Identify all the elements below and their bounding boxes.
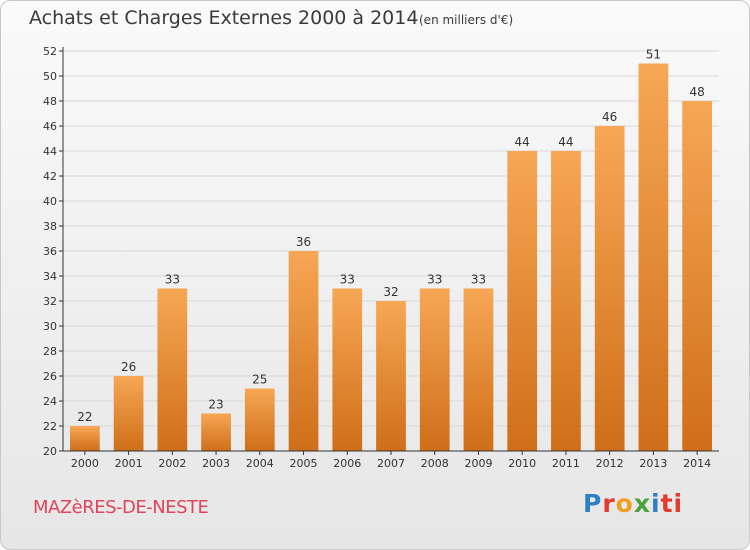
bar <box>376 301 406 451</box>
bar <box>682 101 713 451</box>
bar <box>332 288 363 451</box>
y-tick-label: 26 <box>43 370 57 383</box>
y-tick-label: 24 <box>43 395 57 408</box>
x-tick-label: 2011 <box>552 457 580 470</box>
y-tick-label: 38 <box>43 220 57 233</box>
y-tick-label: 22 <box>43 420 57 433</box>
bar-value-label: 44 <box>558 135 573 149</box>
x-tick-label: 2014 <box>683 457 711 470</box>
y-tick-label: 34 <box>43 270 57 283</box>
bar-value-label: 51 <box>646 48 661 62</box>
x-tick-label: 2003 <box>202 457 230 470</box>
x-tick-label: 2007 <box>377 457 405 470</box>
bar-value-label: 46 <box>602 110 617 124</box>
bar <box>201 413 231 451</box>
x-tick-label: 2008 <box>421 457 449 470</box>
y-tick-label: 42 <box>43 170 57 183</box>
y-tick-label: 32 <box>43 295 57 308</box>
y-tick-label: 28 <box>43 345 57 358</box>
x-tick-label: 2001 <box>115 457 143 470</box>
bar-value-label: 48 <box>689 85 704 99</box>
y-tick-label: 30 <box>43 320 57 333</box>
chart-subtitle: (en milliers d'€) <box>419 13 514 27</box>
x-tick-label: 2002 <box>158 457 186 470</box>
commune-name: MAZèRES-DE-NESTE <box>33 497 209 518</box>
x-tick-label: 2000 <box>71 457 99 470</box>
bar <box>157 288 188 451</box>
y-tick-label: 46 <box>43 120 57 133</box>
bar <box>594 126 625 451</box>
bar <box>288 251 319 451</box>
proxiti-logo: Proxiti <box>583 489 684 518</box>
bar-value-label: 33 <box>427 273 442 287</box>
x-tick-label: 2004 <box>246 457 274 470</box>
bar <box>113 376 144 451</box>
x-tick-label: 2012 <box>596 457 624 470</box>
bar-value-label: 23 <box>208 398 223 412</box>
x-tick-label: 2006 <box>333 457 361 470</box>
bar <box>244 388 275 451</box>
bar <box>507 151 538 451</box>
bar <box>638 63 669 451</box>
y-tick-label: 50 <box>43 70 57 83</box>
bar <box>69 426 100 451</box>
chart-title: Achats et Charges Externes 2000 à 2014 <box>29 7 419 29</box>
x-tick-label: 2005 <box>290 457 318 470</box>
x-tick-label: 2009 <box>464 457 492 470</box>
x-tick-label: 2013 <box>639 457 667 470</box>
bar-value-label: 25 <box>252 373 267 387</box>
bar-value-label: 33 <box>471 273 486 287</box>
x-tick-label: 2010 <box>508 457 536 470</box>
y-tick-label: 36 <box>43 245 57 258</box>
y-tick-label: 20 <box>43 445 57 458</box>
bar-value-label: 33 <box>165 273 180 287</box>
y-tick-label: 52 <box>43 45 57 58</box>
bar <box>419 288 450 451</box>
y-tick-label: 48 <box>43 95 57 108</box>
bar-value-label: 33 <box>340 273 355 287</box>
bar <box>551 151 581 451</box>
y-tick-label: 44 <box>43 145 57 158</box>
bar-value-label: 22 <box>77 410 92 424</box>
y-tick-label: 40 <box>43 195 57 208</box>
bar-value-label: 36 <box>296 235 311 249</box>
bar-value-label: 26 <box>121 360 136 374</box>
bar-value-label: 32 <box>383 285 398 299</box>
bar-value-label: 44 <box>515 135 530 149</box>
bar <box>463 288 494 451</box>
